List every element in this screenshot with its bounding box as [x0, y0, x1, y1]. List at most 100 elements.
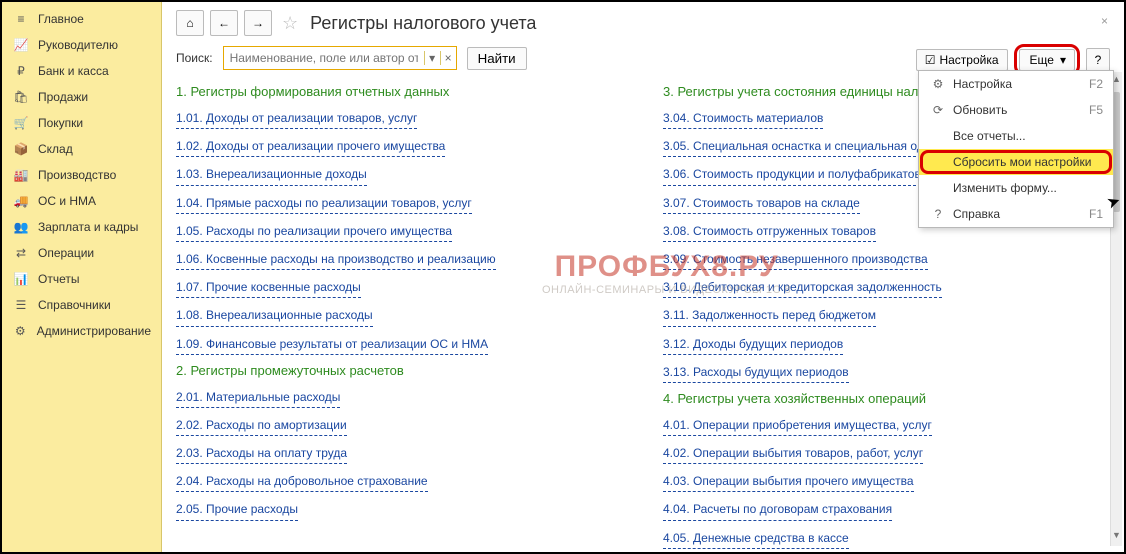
sidebar-item-10[interactable]: 📊 Отчеты — [2, 266, 161, 292]
report-link[interactable]: 2.03. Расходы на оплату труда — [176, 444, 347, 464]
report-link[interactable]: 1.01. Доходы от реализации товаров, услу… — [176, 109, 417, 129]
sidebar-item-8[interactable]: 👥Зарплата и кадры — [2, 214, 161, 240]
report-link[interactable]: 4.04. Расчеты по договорам страхования — [663, 500, 892, 520]
menu-item-label: Все отчеты... — [953, 129, 1026, 143]
menu-item-label: Справка — [953, 207, 1000, 221]
sidebar-item-0[interactable]: ≡Главное — [2, 6, 161, 32]
report-link[interactable]: 3.12. Доходы будущих периодов — [663, 335, 843, 355]
menu-item-icon: ⚙ — [929, 77, 947, 91]
sidebar-item-4[interactable]: 🛒Покупки — [2, 110, 161, 136]
report-link[interactable]: 3.04. Стоимость материалов — [663, 109, 823, 129]
section-heading: 2. Регистры промежуточных расчетов — [176, 363, 623, 378]
help-button[interactable]: ? — [1086, 48, 1110, 72]
report-link[interactable]: 1.05. Расходы по реализации прочего имущ… — [176, 222, 452, 242]
close-icon[interactable]: × — [1101, 14, 1108, 28]
home-button[interactable]: ⌂ — [176, 10, 204, 36]
search-dropdown-icon[interactable]: ▾ — [424, 51, 440, 65]
report-link[interactable]: 1.04. Прямые расходы по реализации товар… — [176, 194, 472, 214]
main-area: × ⌂ ← → ☆ Регистры налогового учета Поис… — [162, 2, 1124, 552]
report-link[interactable]: 1.08. Внереализационные расходы — [176, 306, 373, 326]
sidebar-icon: ₽ — [12, 64, 30, 78]
sidebar-item-9[interactable]: ⇄Операции — [2, 240, 161, 266]
report-link[interactable]: 4.05. Денежные средства в кассе — [663, 529, 849, 549]
report-link[interactable]: 1.09. Финансовые результаты от реализаци… — [176, 335, 488, 355]
menu-item-shortcut: F2 — [1089, 77, 1103, 91]
sidebar-item-1[interactable]: 📈 Руководителю — [2, 32, 161, 58]
settings-button[interactable]: ☑ Настройка — [916, 49, 1008, 71]
sidebar-item-2[interactable]: ₽ Банк и касса — [2, 58, 161, 84]
menu-item-icon: ⟳ — [929, 103, 947, 117]
sidebar-icon: 🛍 — [12, 90, 30, 104]
report-link[interactable]: 3.11. Задолженность перед бюджетом — [663, 306, 876, 326]
chevron-down-icon: ▾ — [1060, 53, 1066, 67]
find-button[interactable]: Найти — [467, 47, 527, 70]
report-link[interactable]: 3.10. Дебиторская и кредиторская задолже… — [663, 278, 942, 298]
report-link[interactable]: 3.13. Расходы будущих периодов — [663, 363, 849, 383]
sidebar-icon: ≡ — [12, 12, 30, 26]
menu-item-2[interactable]: Все отчеты... — [919, 123, 1113, 149]
scroll-down-icon[interactable]: ▼ — [1111, 530, 1122, 544]
menu-item-label: Обновить — [953, 103, 1007, 117]
report-link[interactable]: 1.02. Доходы от реализации прочего имуще… — [176, 137, 445, 157]
forward-button[interactable]: → — [244, 10, 272, 36]
menu-item-5[interactable]: ?СправкаF1 — [919, 201, 1113, 227]
menu-item-label: Настройка — [953, 77, 1012, 91]
help-icon: ? — [1095, 53, 1102, 67]
sidebar-item-11[interactable]: ☰Справочники — [2, 292, 161, 318]
report-link[interactable]: 1.03. Внереализационные доходы — [176, 165, 367, 185]
report-link[interactable]: 2.05. Прочие расходы — [176, 500, 298, 520]
menu-item-icon: ? — [929, 207, 947, 221]
sidebar-item-label: Отчеты — [38, 272, 79, 286]
sidebar-icon: 📊 — [12, 272, 30, 286]
sidebar-item-label: Банк и касса — [38, 64, 109, 78]
menu-item-label: Сбросить мои настройки — [953, 155, 1091, 169]
menu-item-4[interactable]: Изменить форму... — [919, 175, 1113, 201]
report-link[interactable]: 2.02. Расходы по амортизации — [176, 416, 347, 436]
sidebar-item-5[interactable]: 📦Склад — [2, 136, 161, 162]
menu-item-0[interactable]: ⚙ Настройка F2 — [919, 71, 1113, 97]
search-input[interactable] — [224, 47, 424, 69]
report-link[interactable]: 3.06. Стоимость продукции и полуфабрикат… — [663, 165, 921, 185]
report-link[interactable]: 1.06. Косвенные расходы на производство … — [176, 250, 496, 270]
sidebar: ≡Главное 📈 Руководителю ₽ Банк и касса 🛍 Прода… — [2, 2, 162, 552]
sidebar-item-label: Руководителю — [38, 38, 118, 52]
report-link[interactable]: 3.07. Стоимость товаров на складе — [663, 194, 860, 214]
report-link[interactable]: 2.01. Материальные расходы — [176, 388, 340, 408]
report-link[interactable]: 4.02. Операции выбытия товаров, работ, у… — [663, 444, 923, 464]
sidebar-icon: ⚙ — [12, 324, 29, 338]
sidebar-item-label: Справочники — [38, 298, 111, 312]
sidebar-icon: 📦 — [12, 142, 30, 156]
sidebar-icon: ⇄ — [12, 246, 30, 260]
sidebar-item-3[interactable]: 🛍 Продажи — [2, 84, 161, 110]
report-link[interactable]: 3.09. Стоимость незавершенного производс… — [663, 250, 928, 270]
more-button[interactable]: Еще ▾ — [1019, 49, 1075, 71]
menu-item-3[interactable]: Сбросить мои настройки — [919, 149, 1113, 175]
report-link[interactable]: 4.03. Операции выбытия прочего имущества — [663, 472, 914, 492]
toolbar: ⌂ ← → ☆ Регистры налогового учета — [176, 10, 1110, 36]
menu-item-label: Изменить форму... — [953, 181, 1057, 195]
sidebar-icon: 🚚 — [12, 194, 30, 208]
search-clear-icon[interactable]: × — [440, 51, 456, 65]
menu-item-shortcut: F5 — [1089, 103, 1103, 117]
sidebar-item-label: Производство — [38, 168, 116, 182]
menu-item-1[interactable]: ⟳ Обновить F5 — [919, 97, 1113, 123]
sidebar-item-12[interactable]: ⚙Администрирование — [2, 318, 161, 344]
report-link[interactable]: 1.07. Прочие косвенные расходы — [176, 278, 361, 298]
section-heading: 1. Регистры формирования отчетных данных — [176, 84, 623, 99]
search-field: ▾ × — [223, 46, 457, 70]
sidebar-item-label: Зарплата и кадры — [38, 220, 138, 234]
more-label: Еще — [1030, 53, 1054, 67]
sidebar-item-label: Продажи — [38, 90, 88, 104]
report-link[interactable]: 4.01. Операции приобретения имущества, у… — [663, 416, 932, 436]
report-link[interactable]: 3.08. Стоимость отгруженных товаров — [663, 222, 876, 242]
back-button[interactable]: ← — [210, 10, 238, 36]
sidebar-item-7[interactable]: 🚚ОС и НМА — [2, 188, 161, 214]
sidebar-icon: 📈 — [12, 38, 30, 52]
sidebar-icon: 🛒 — [12, 116, 30, 130]
arrow-right-icon: → — [252, 16, 264, 30]
more-dropdown-menu: ⚙ Настройка F2 ⟳ Обновить F5 Все отчеты... Сбро… — [918, 70, 1114, 228]
home-icon: ⌂ — [186, 16, 193, 30]
sidebar-item-6[interactable]: 🏭Производство — [2, 162, 161, 188]
report-link[interactable]: 2.04. Расходы на добровольное страховани… — [176, 472, 428, 492]
favorite-star-icon[interactable]: ☆ — [282, 13, 298, 34]
